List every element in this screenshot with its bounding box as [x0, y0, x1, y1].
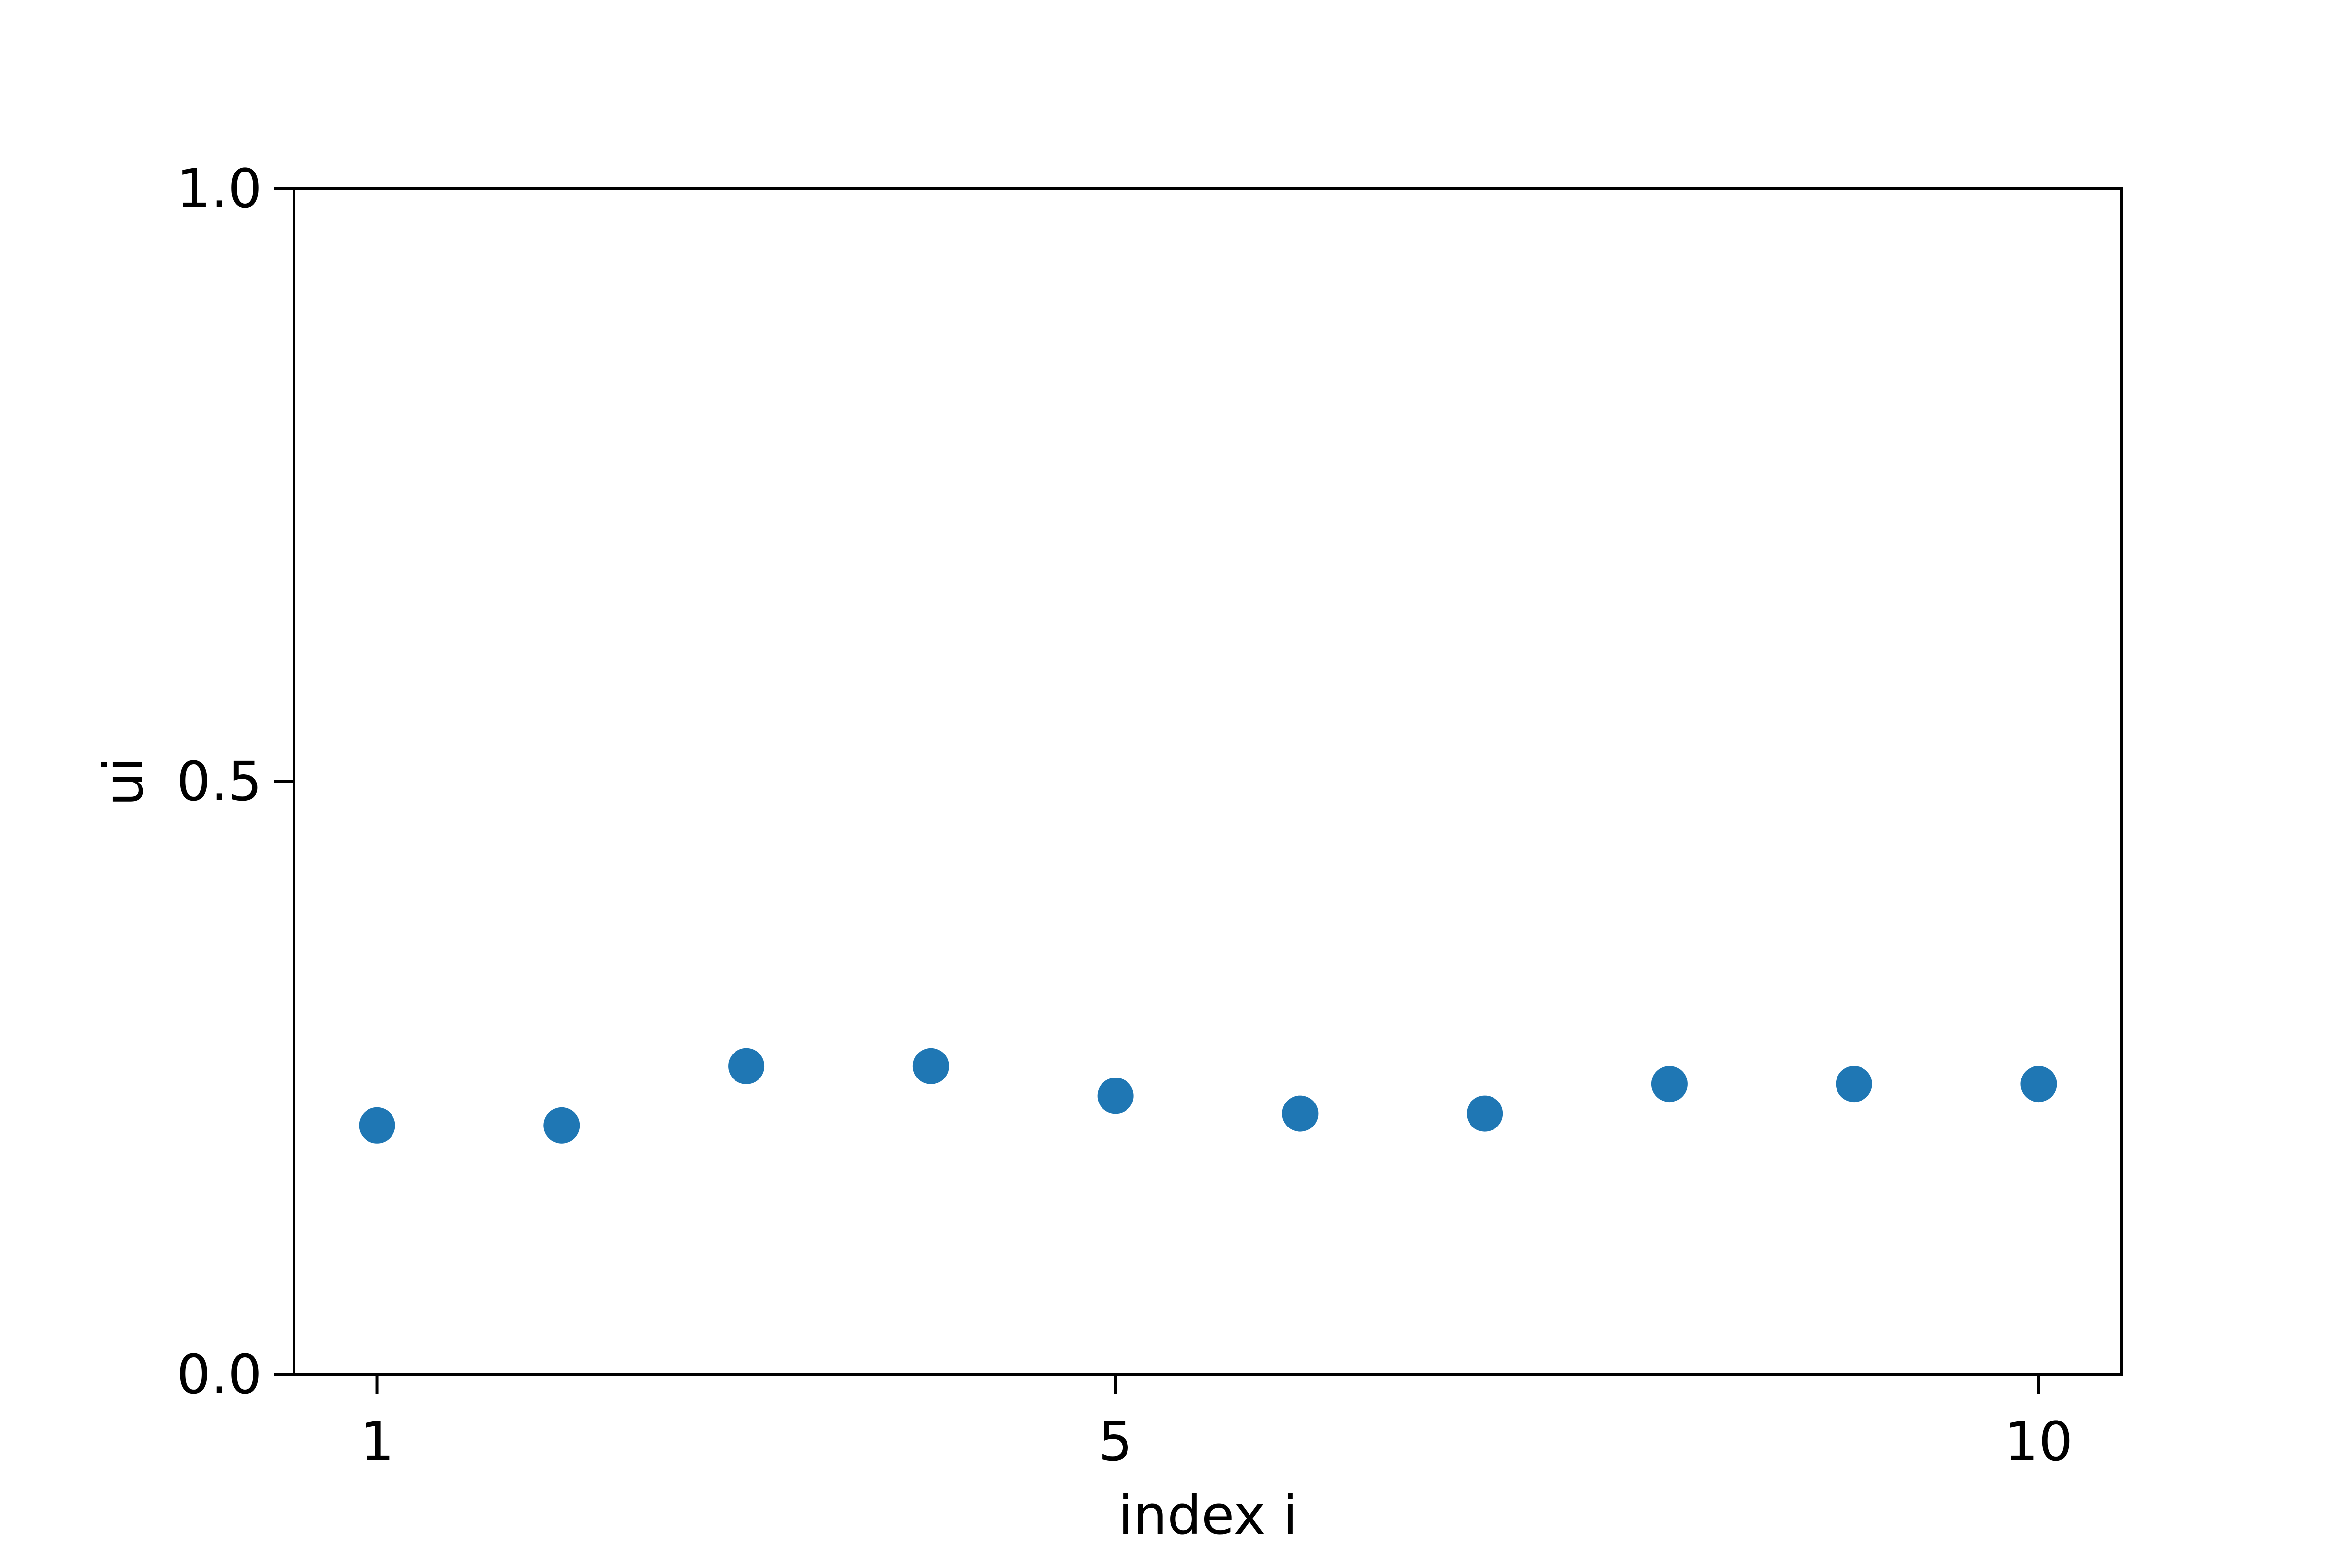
- x-axis-label: index i: [1118, 1484, 1298, 1546]
- data-point: [359, 1107, 395, 1144]
- x-axis: 1 5 10: [360, 1374, 2073, 1473]
- y-tick-label: 0.0: [176, 1343, 262, 1406]
- y-tick-label: 1.0: [176, 157, 262, 220]
- y-axis: 0.0 0.5 1.0: [176, 157, 294, 1406]
- data-point: [2020, 1066, 2057, 1102]
- x-tick-label: 1: [360, 1410, 394, 1473]
- x-tick-label: 5: [1099, 1410, 1133, 1473]
- data-points: [359, 1048, 2057, 1144]
- y-tick-label: 0.5: [176, 750, 262, 813]
- data-point: [1467, 1095, 1503, 1132]
- data-point: [728, 1048, 765, 1084]
- data-point: [543, 1107, 580, 1144]
- data-point: [1836, 1066, 1872, 1102]
- data-point: [1282, 1095, 1319, 1132]
- data-point: [1097, 1078, 1134, 1114]
- x-tick-label: 10: [2004, 1410, 2073, 1473]
- y-axis-label: ui: [92, 757, 155, 806]
- data-point: [912, 1048, 949, 1084]
- data-point: [1651, 1066, 1688, 1102]
